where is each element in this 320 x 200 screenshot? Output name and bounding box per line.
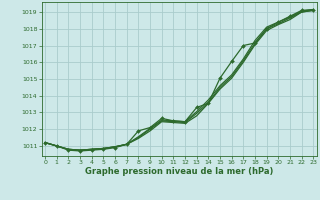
- X-axis label: Graphe pression niveau de la mer (hPa): Graphe pression niveau de la mer (hPa): [85, 167, 273, 176]
